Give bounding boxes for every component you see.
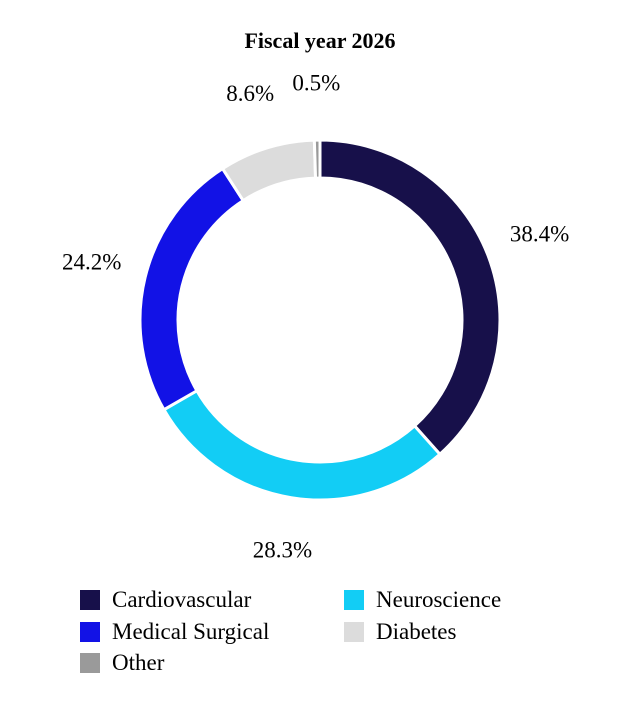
slice-medical-surgical xyxy=(138,166,246,412)
chart-title: Fiscal year 2026 xyxy=(244,28,396,53)
slice-other xyxy=(312,138,322,180)
data-label-cardiovascular: 38.4% xyxy=(510,222,569,247)
data-label-medical-surgical: 24.2% xyxy=(62,250,121,275)
data-label-other: 0.5% xyxy=(292,70,340,95)
data-label-diabetes: 8.6% xyxy=(226,81,274,106)
slice-cardiovascular xyxy=(318,138,502,457)
data-label-neuroscience: 28.3% xyxy=(253,537,312,562)
slice-diabetes xyxy=(220,138,318,203)
slice-neuroscience xyxy=(161,388,443,502)
